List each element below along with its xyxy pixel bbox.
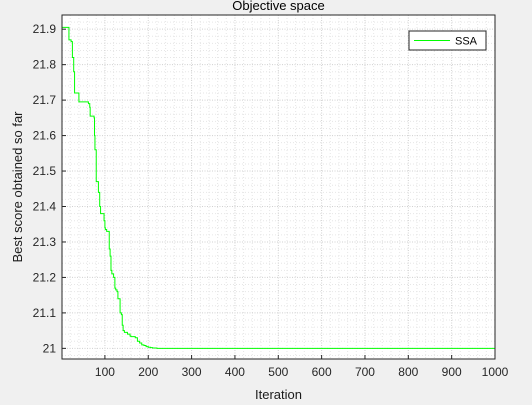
y-tick-label: 21.5 xyxy=(33,164,57,178)
y-tick-labels: 21 21.1 21.2 21.3 21.4 21.5 21.6 21.7 21.8 21.9 xyxy=(33,22,57,355)
x-tick-label: 400 xyxy=(225,365,245,379)
x-tick-label: 600 xyxy=(312,365,332,379)
y-axis-label: Best score obtained so far xyxy=(10,111,25,263)
x-tick-label: 1000 xyxy=(482,365,509,379)
x-tick-label: 100 xyxy=(95,365,115,379)
x-tick-label: 900 xyxy=(442,365,462,379)
x-tick-label: 700 xyxy=(355,365,375,379)
chart-title: Objective space xyxy=(232,0,325,13)
y-tick-label: 21.7 xyxy=(33,93,57,107)
plot-area xyxy=(62,15,495,359)
y-tick-label: 21.8 xyxy=(33,58,57,72)
y-tick-label: 21 xyxy=(43,341,57,355)
y-tick-label: 21.6 xyxy=(33,129,57,143)
x-tick-label: 500 xyxy=(268,365,288,379)
x-tick-label: 200 xyxy=(138,365,158,379)
x-tick-label: 300 xyxy=(182,365,202,379)
ticks xyxy=(62,28,496,359)
x-tick-label: 800 xyxy=(398,365,418,379)
legend[interactable]: SSA xyxy=(408,30,487,51)
y-tick-label: 21.9 xyxy=(33,22,57,36)
x-tick-labels: 100 200 300 400 500 600 700 800 900 1000 xyxy=(95,365,509,379)
y-tick-label: 21.1 xyxy=(33,306,57,320)
x-axis-label: Iteration xyxy=(255,387,302,402)
y-tick-label: 21.2 xyxy=(33,270,57,284)
legend-label-ssa: SSA xyxy=(455,36,478,48)
y-tick-label: 21.3 xyxy=(33,235,57,249)
series-layer xyxy=(62,26,495,349)
y-tick-label: 21.4 xyxy=(33,200,57,214)
series-line-ssa xyxy=(62,26,495,349)
